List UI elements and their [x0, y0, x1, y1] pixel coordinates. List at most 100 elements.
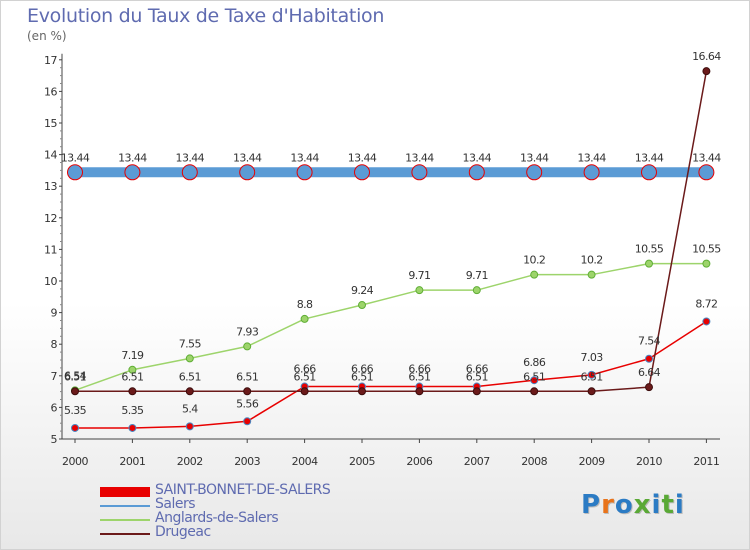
data-label: 6.66 — [351, 363, 374, 376]
data-point-2 — [702, 259, 711, 268]
data-point-2 — [128, 365, 137, 374]
y-tick-label: 8 — [51, 338, 58, 351]
data-point-3 — [645, 383, 653, 392]
data-point-2 — [185, 354, 194, 363]
data-point-3 — [358, 387, 366, 396]
data-label: 10.55 — [692, 243, 721, 256]
data-label: 6.51 — [523, 370, 545, 383]
data-label: 13.44 — [692, 151, 721, 164]
data-label: 5.35 — [121, 404, 144, 417]
legend-label: Anglards-de-Salers — [155, 510, 279, 526]
data-point-0 — [530, 376, 539, 385]
data-point-1 — [67, 164, 83, 181]
legend-item: Salers — [100, 496, 400, 513]
y-tick-label: 10 — [44, 275, 57, 288]
x-tick-label: 2004 — [292, 455, 318, 468]
data-point-0 — [645, 354, 653, 363]
data-label: 13.44 — [463, 151, 492, 164]
data-label: 6.51 — [351, 370, 373, 383]
data-label: 7.19 — [121, 349, 144, 362]
data-label: 13.44 — [118, 151, 147, 164]
data-label: 6.51 — [581, 370, 603, 383]
data-point-1 — [354, 164, 370, 181]
data-label: 6.51 — [64, 370, 86, 383]
data-label: 13.44 — [290, 151, 319, 164]
data-point-3 — [71, 387, 79, 396]
data-label: 6.66 — [408, 363, 431, 376]
proxiti-logo: Proxiti — [581, 490, 685, 520]
series-line-2 — [74, 262, 708, 392]
x-tick-label: 2003 — [234, 455, 260, 468]
series-line-0 — [74, 320, 708, 429]
data-label: 6.64 — [638, 366, 661, 379]
data-point-1 — [698, 164, 715, 181]
data-label: 8.72 — [695, 297, 717, 310]
x-tick-label: 2007 — [464, 455, 490, 468]
data-point-2 — [530, 270, 539, 279]
data-point-2 — [472, 286, 481, 295]
y-tick-label: 7 — [51, 370, 58, 383]
data-label: 10.55 — [635, 243, 664, 256]
data-label: 8.8 — [297, 298, 313, 311]
y-tick-label: 17 — [44, 54, 57, 67]
data-label: 6.51 — [408, 370, 430, 383]
data-point-3 — [128, 387, 137, 396]
data-label: 13.44 — [405, 151, 434, 164]
x-tick-label: 2010 — [636, 455, 662, 468]
data-label: 6.51 — [179, 370, 201, 383]
data-label: 13.44 — [233, 151, 262, 164]
data-point-0 — [702, 317, 711, 326]
data-point-3 — [472, 387, 481, 396]
y-tick-label: 9 — [51, 307, 58, 320]
data-point-0 — [128, 423, 137, 432]
y-tick-label: 15 — [44, 117, 57, 130]
legend-item: SAINT-BONNET-DE-SALERS — [100, 482, 400, 499]
y-tick-label: 6 — [51, 401, 58, 414]
data-point-3 — [702, 67, 711, 76]
data-point-3 — [530, 387, 539, 396]
data-point-2 — [645, 259, 653, 268]
data-point-1 — [239, 164, 256, 181]
x-tick-label: 2006 — [406, 455, 432, 468]
data-point-1 — [181, 164, 198, 181]
data-label: 7.55 — [179, 337, 202, 350]
data-label: 13.44 — [635, 151, 664, 164]
data-label: 6.51 — [121, 370, 143, 383]
legend-swatch — [100, 533, 150, 535]
data-label: 5.4 — [182, 402, 198, 415]
y-tick-label: 5 — [51, 433, 58, 446]
data-label: 13.44 — [176, 151, 205, 164]
chart-subtitle: (en %) — [27, 29, 67, 43]
data-label: 7.03 — [581, 351, 604, 364]
data-point-2 — [587, 270, 596, 279]
legend-label: SAINT-BONNET-DE-SALERS — [155, 482, 331, 498]
data-label: 7.54 — [638, 335, 661, 348]
data-point-2 — [300, 314, 309, 323]
data-point-2 — [415, 286, 424, 295]
data-label: 6.54 — [64, 369, 87, 382]
data-point-3 — [243, 387, 252, 396]
legend-swatch — [100, 487, 150, 497]
data-label: 6.51 — [466, 370, 488, 383]
data-label: 13.44 — [348, 151, 377, 164]
legend-item: Drugeac — [100, 524, 400, 541]
data-label: 10.2 — [523, 254, 545, 267]
legend-label: Salers — [155, 496, 196, 512]
data-point-3 — [300, 387, 309, 396]
data-point-1 — [641, 164, 657, 181]
y-tick-label: 12 — [44, 212, 57, 225]
data-point-2 — [358, 301, 366, 310]
data-label: 5.56 — [236, 397, 259, 410]
data-point-3 — [415, 387, 424, 396]
data-label: 6.86 — [523, 356, 546, 369]
data-point-2 — [243, 342, 252, 351]
chart-title: Evolution du Taux de Taxe d'Habitation — [27, 5, 385, 27]
data-label: 6.66 — [466, 363, 489, 376]
x-tick-label: 2001 — [119, 455, 145, 468]
x-tick-label: 2008 — [521, 455, 547, 468]
data-point-1 — [468, 164, 485, 181]
x-tick-label: 2009 — [579, 455, 605, 468]
y-tick-label: 13 — [44, 180, 57, 193]
legend-swatch — [100, 519, 150, 521]
